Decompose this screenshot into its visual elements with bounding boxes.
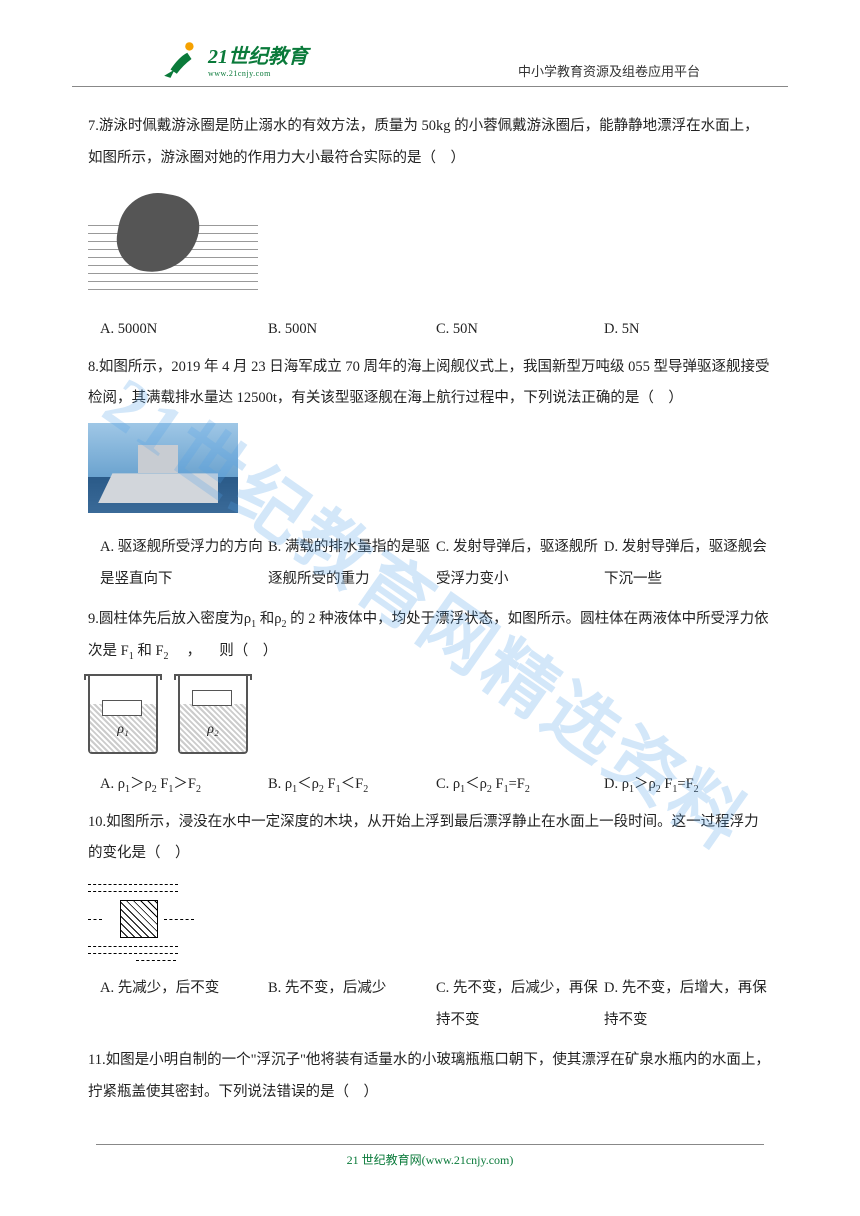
logo-text: 21世纪教育 www.21cnjy.com (208, 40, 308, 78)
q9-opt-c: C. ρ1＜ρ2 F1=F2 (436, 769, 604, 801)
q9-opt-a: A. ρ1＞ρ2 F1＞F2 (100, 769, 268, 801)
q10-options: A. 先减少，后不变 B. 先不变，后减少 C. 先不变，后减少，再保持不变 D… (100, 973, 772, 1039)
q7-text: 7.游泳时佩戴游泳圈是防止溺水的有效方法，质量为 50kg 的小蓉佩戴游泳圈后，… (88, 111, 772, 175)
q9-figure: ρ₁ ρ₂ (88, 676, 248, 754)
q8-opt-d: D. 发射导弹后，驱逐舰会下沉一些 (604, 532, 772, 596)
runner-icon (160, 38, 202, 80)
q10-figure (88, 878, 198, 967)
page-footer: 21 世纪教育网(www.21cnjy.com) (96, 1144, 764, 1168)
beakers-figure: ρ₁ ρ₂ (88, 676, 248, 754)
logo: 21世纪教育 www.21cnjy.com (160, 38, 308, 80)
q10-opt-d: D. 先不变，后增大，再保持不变 (604, 973, 772, 1037)
q9-opt-b: B. ρ1＜ρ2 F1＜F2 (268, 769, 436, 801)
q9-options: A. ρ1＞ρ2 F1＞F2 B. ρ1＜ρ2 F1＜F2 C. ρ1＜ρ2 F… (100, 769, 772, 801)
swim-figure (88, 183, 258, 295)
ship-figure (88, 423, 238, 513)
q10-text: 10.如图所示，浸没在水中一定深度的木块，从开始上浮到最后漂浮静止在水面上一段时… (88, 807, 772, 871)
q8-opt-b: B. 满载的排水量指的是驱逐舰所受的重力 (268, 532, 436, 596)
q8-options: A. 驱逐舰所受浮力的方向是竖直向下 B. 满载的排水量指的是驱逐舰所受的重力 … (100, 532, 772, 598)
q8-figure (88, 423, 238, 513)
q8-opt-c: C. 发射导弹后，驱逐舰所受浮力变小 (436, 532, 604, 596)
page-header: 21世纪教育 www.21cnjy.com 中小学教育资源及组卷应用平台 (72, 0, 788, 87)
q10-opt-b: B. 先不变，后减少 (268, 973, 436, 1037)
q7-options: A. 5000N B. 500N C. 50N D. 5N (100, 314, 772, 346)
q7-figure (88, 183, 258, 295)
float-figure (88, 884, 198, 961)
logo-cn: 21世纪教育 (208, 40, 308, 69)
q7-opt-a: A. 5000N (100, 314, 268, 346)
header-right: 中小学教育资源及组卷应用平台 (518, 61, 700, 80)
q8-text: 8.如图所示，2019 年 4 月 23 日海军成立 70 周年的海上阅舰仪式上… (88, 352, 772, 416)
beaker1-label: ρ₁ (90, 715, 156, 746)
q8-opt-a: A. 驱逐舰所受浮力的方向是竖直向下 (100, 532, 268, 596)
q10-opt-c: C. 先不变，后减少，再保持不变 (436, 973, 604, 1037)
page-content: 7.游泳时佩戴游泳圈是防止溺水的有效方法，质量为 50kg 的小蓉佩戴游泳圈后，… (0, 87, 860, 1109)
logo-en: www.21cnjy.com (208, 69, 308, 78)
q7-opt-b: B. 500N (268, 314, 436, 346)
q9-opt-d: D. ρ1＞ρ2 F1=F2 (604, 769, 772, 801)
q7-opt-c: C. 50N (436, 314, 604, 346)
q11-text: 11.如图是小明自制的一个"浮沉子"他将装有适量水的小玻璃瓶瓶口朝下，使其漂浮在… (88, 1045, 772, 1109)
beaker2-label: ρ₂ (180, 715, 246, 746)
q9-text: 9.圆柱体先后放入密度为ρ1 和ρ2 的 2 种液体中，均处于漂浮状态，如图所示… (88, 604, 772, 668)
q7-opt-d: D. 5N (604, 314, 772, 346)
q10-opt-a: A. 先减少，后不变 (100, 973, 268, 1037)
